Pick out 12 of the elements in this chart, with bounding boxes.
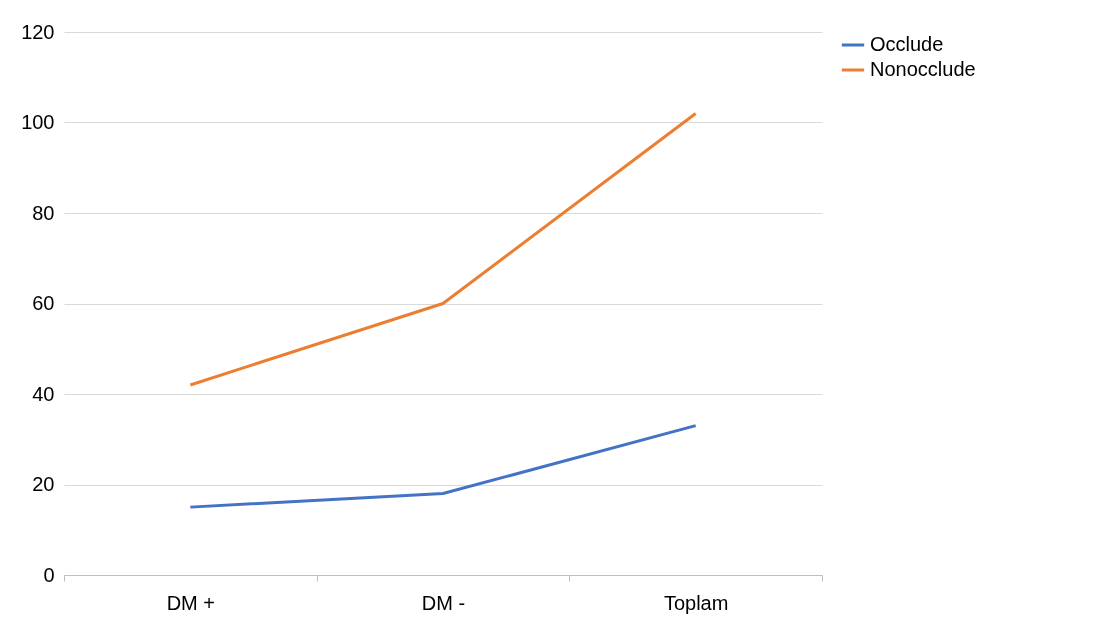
legend-label: Nonocclude: [870, 58, 976, 80]
x-tick-label: DM +: [166, 591, 216, 614]
y-tick-label: 20: [32, 473, 55, 495]
x-tick-label: Toplam: [663, 591, 729, 614]
y-tick-label: 60: [32, 292, 55, 314]
legend-label: Occlude: [870, 33, 944, 55]
y-tick-label: 120: [21, 20, 55, 43]
y-tick-label: 0: [43, 563, 55, 586]
x-tick-label: DM -: [421, 591, 466, 614]
y-tick-label: 100: [21, 111, 55, 133]
y-tick-label: 80: [32, 201, 55, 224]
y-tick-label: 40: [32, 382, 55, 405]
